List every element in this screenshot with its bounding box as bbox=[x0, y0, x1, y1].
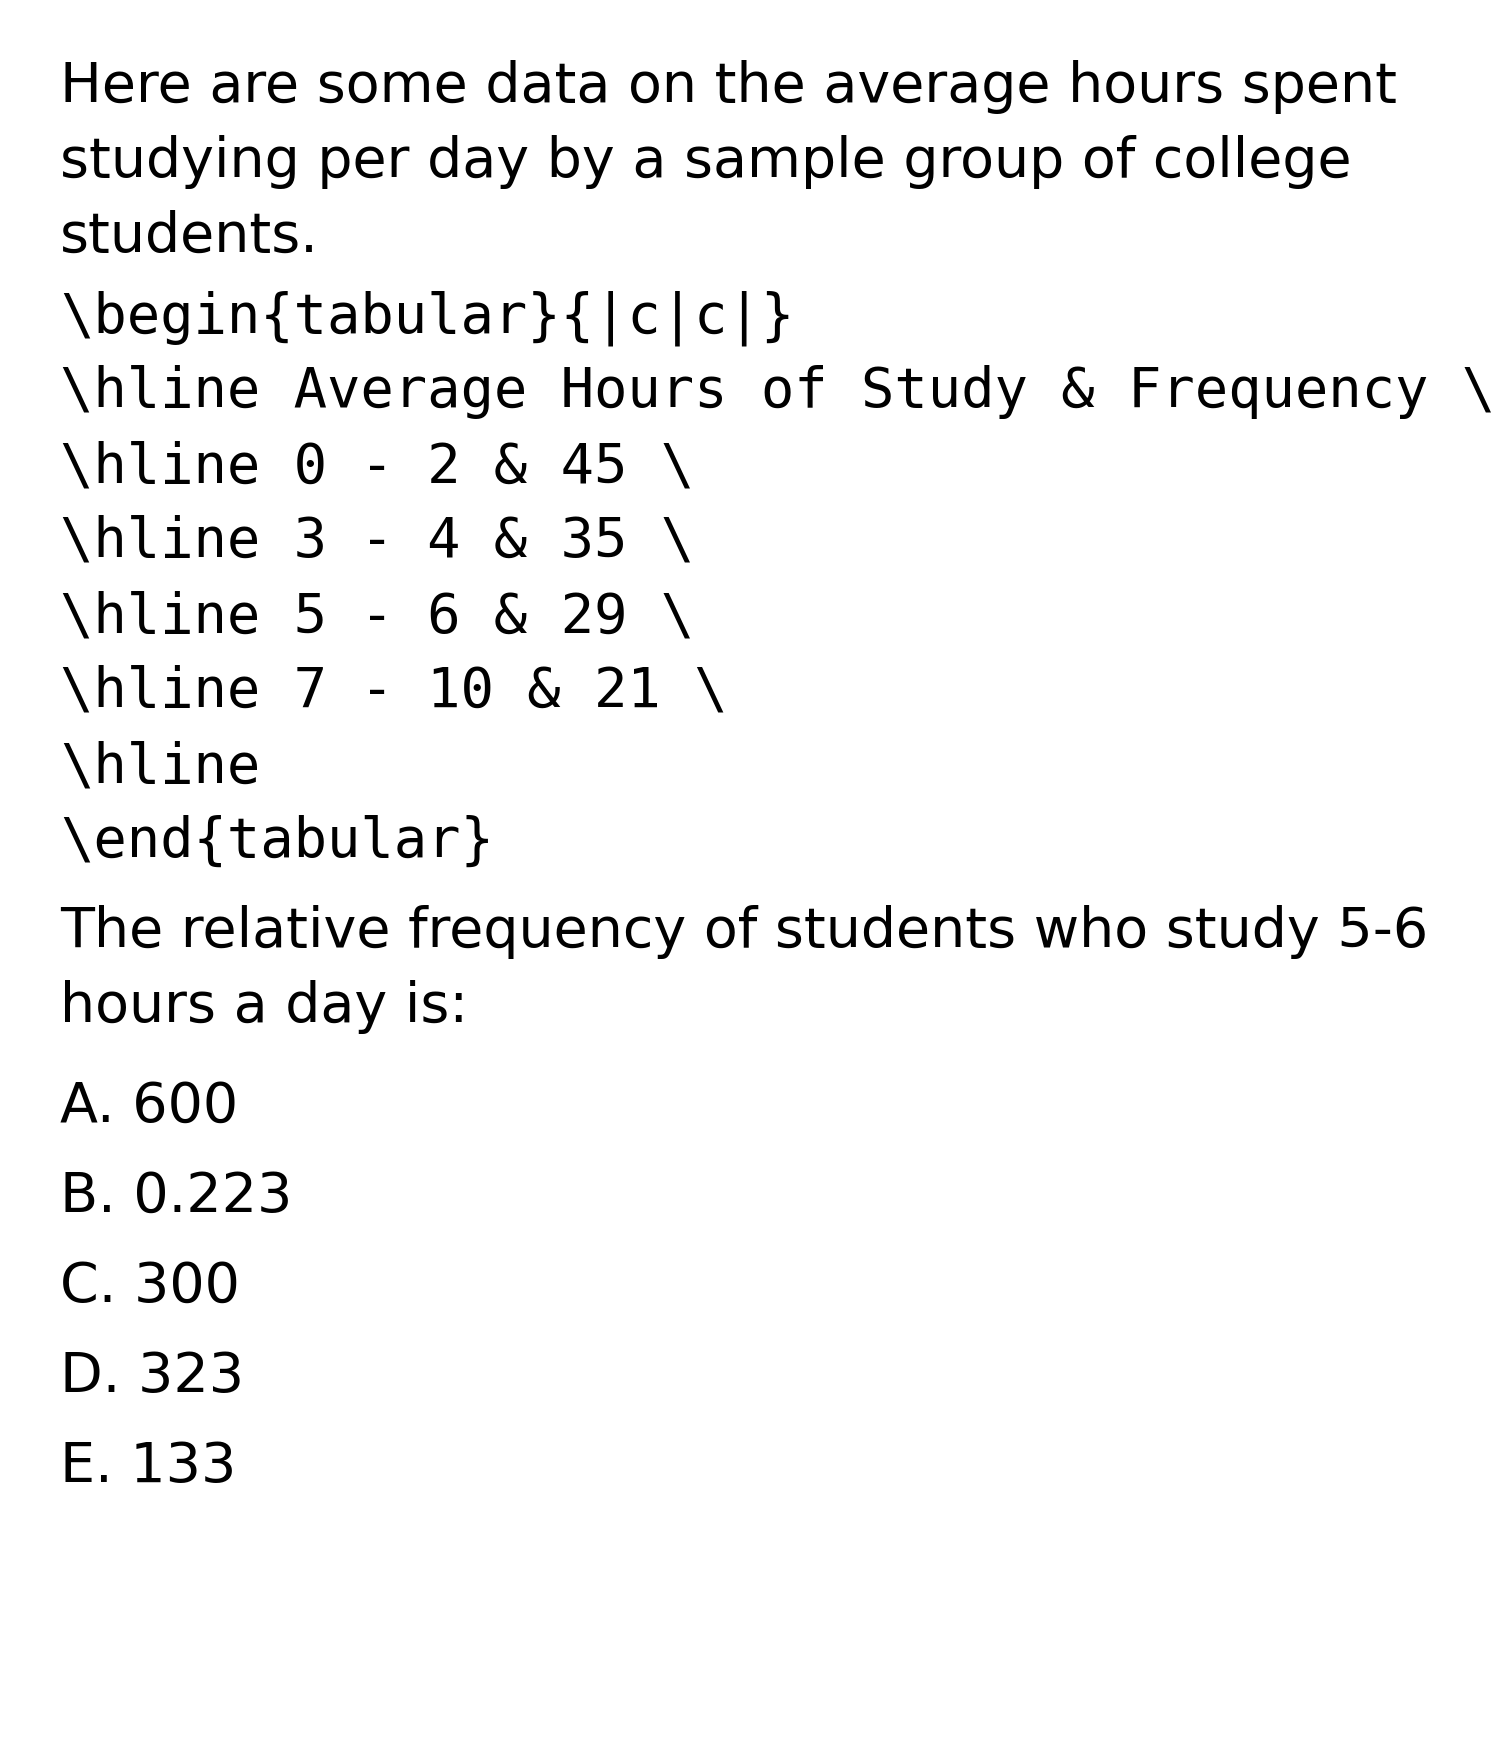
Text: E. 133: E. 133 bbox=[60, 1441, 237, 1495]
Text: \hline 7 - 10 & 21 \: \hline 7 - 10 & 21 \ bbox=[60, 664, 728, 719]
Text: \begin{tabular}{|c|c|}: \begin{tabular}{|c|c|} bbox=[60, 290, 795, 345]
Text: \hline 0 - 2 & 45 \: \hline 0 - 2 & 45 \ bbox=[60, 439, 695, 494]
Text: B. 0.223: B. 0.223 bbox=[60, 1170, 292, 1224]
Text: Here are some data on the average hours spent: Here are some data on the average hours … bbox=[60, 59, 1396, 113]
Text: students.: students. bbox=[60, 209, 320, 263]
Text: \hline: \hline bbox=[60, 739, 261, 794]
Text: D. 323: D. 323 bbox=[60, 1350, 244, 1404]
Text: \hline Average Hours of Study & Frequency \: \hline Average Hours of Study & Frequenc… bbox=[60, 364, 1496, 419]
Text: The relative frequency of students who study 5-6: The relative frequency of students who s… bbox=[60, 905, 1428, 959]
Text: studying per day by a sample group of college: studying per day by a sample group of co… bbox=[60, 134, 1352, 188]
Text: hours a day is:: hours a day is: bbox=[60, 980, 468, 1034]
Text: \end{tabular}: \end{tabular} bbox=[60, 814, 494, 869]
Text: A. 600: A. 600 bbox=[60, 1080, 238, 1134]
Text: \hline 3 - 4 & 35 \: \hline 3 - 4 & 35 \ bbox=[60, 514, 695, 569]
Text: C. 300: C. 300 bbox=[60, 1259, 240, 1313]
Text: \hline 5 - 6 & 29 \: \hline 5 - 6 & 29 \ bbox=[60, 589, 695, 644]
